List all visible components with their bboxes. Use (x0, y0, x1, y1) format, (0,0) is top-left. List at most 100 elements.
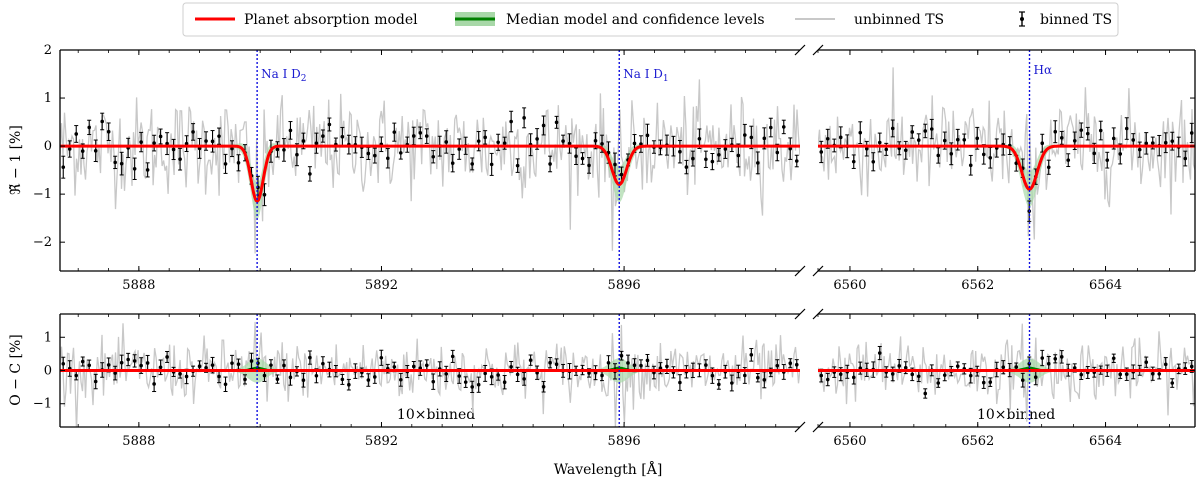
legend: Planet absorption model Median model and… (182, 2, 1119, 37)
bottom-right-binned-marker (988, 380, 993, 384)
top-left-binned-marker (781, 125, 786, 129)
top-y-axis-label: ℜ̃ − 1 [%] (8, 125, 24, 195)
bottom-left-binned-point (80, 356, 85, 367)
bottom-left-binned-marker (515, 372, 520, 377)
bottom-right-binned-marker (1170, 381, 1175, 385)
bottom-left-binned-point (463, 376, 468, 388)
top-right-binned-marker (949, 151, 954, 156)
bottom-left-binned-point (729, 374, 734, 392)
bottom-right-binned-marker (968, 373, 973, 378)
top-left-binned-point (275, 141, 280, 158)
top-right-binned-point (1053, 120, 1058, 144)
top-left-binned-point (223, 153, 228, 174)
bottom-left-ytick-label: 0 (44, 364, 52, 379)
bottom-left-binned-marker (502, 380, 507, 385)
top-left-binned-marker (373, 153, 377, 158)
top-right-binned-marker (1124, 126, 1129, 131)
bottom-left-binned-marker (548, 360, 552, 365)
bottom-left-binned-point (243, 374, 247, 385)
top-left-ytick-label: −1 (33, 187, 52, 202)
top-right-binned-marker (929, 127, 934, 131)
bottom-left-binned-marker (483, 371, 487, 376)
bottom-right-binned-marker (838, 372, 843, 377)
bottom-left-binned-marker (541, 384, 546, 389)
top-left-binned-point (281, 138, 286, 162)
h-alpha-line-label: Hα (1034, 63, 1053, 77)
top-left-binned-marker (567, 141, 572, 146)
top-left-binned-marker (476, 139, 481, 143)
top-left-binned-marker (775, 150, 780, 155)
top-left-binned-marker (119, 161, 124, 166)
top-left-binned-marker (600, 141, 604, 146)
bottom-left-binned-point (794, 359, 799, 371)
top-left-binned-marker (548, 162, 552, 166)
top-left-binned-marker (515, 163, 520, 168)
top-left-binned-marker (593, 138, 598, 143)
top-right-axes: 6560 6562 6564 (812, 44, 1196, 293)
bottom-left-binned-point (132, 354, 137, 368)
bottom-left-binned-marker (431, 379, 436, 384)
bottom-right-binned-point (988, 377, 993, 387)
top-right-binned-marker (1170, 139, 1175, 143)
top-left-binned-marker (411, 134, 416, 138)
bottom-left-binned-marker (398, 377, 403, 382)
top-right-binned-point (1189, 122, 1194, 144)
bottom-right-binned-marker (1189, 364, 1194, 369)
bottom-right-binned-marker (1020, 378, 1025, 382)
bottom-right-binned-marker (1124, 372, 1129, 377)
top-right-binned-point (838, 126, 843, 149)
top-left-binned-marker (697, 136, 702, 141)
top-right-binned-marker (884, 147, 889, 152)
top-left-binned-point (392, 122, 397, 142)
bottom-right-binned-marker (942, 373, 947, 377)
bottom-left-axes: 5888 5892 5896 −1 0 1 (33, 308, 806, 449)
top-right-binned-point (1124, 117, 1129, 140)
bottom-left-binned-marker (606, 361, 611, 365)
bottom-right-binned-marker (1144, 360, 1149, 365)
top-left-binned-marker (522, 116, 526, 120)
bottom-left-xtick-label: 5892 (365, 434, 398, 449)
bottom-right-binned-marker (877, 351, 882, 355)
bottom-left-binned-point (476, 376, 481, 393)
bottom-right-binned-point (1157, 368, 1162, 380)
bottom-left-binned-point (366, 373, 371, 387)
top-right-binned-marker (968, 163, 973, 168)
bottom-left-binned-point (645, 353, 650, 367)
bottom-right-binned-marker (1079, 372, 1084, 377)
top-left-binned-point (119, 151, 124, 176)
bottom-left-binned-marker (762, 378, 767, 382)
bottom-left-binned-marker (152, 382, 156, 386)
top-right-binned-point (1040, 133, 1045, 153)
bottom-left-binned-marker (710, 373, 715, 378)
bottom-left-binned-marker (444, 372, 449, 376)
top-right-binned-point (1059, 130, 1064, 145)
bottom-right-binned-marker (910, 372, 915, 377)
bottom-left-binned-point (444, 365, 449, 382)
bottom-left-binned-marker (619, 353, 624, 358)
top-left-binned-marker (223, 162, 228, 166)
top-left-binned-marker (139, 140, 143, 144)
top-left-binned-point (781, 119, 786, 135)
top-left-binned-marker (613, 162, 617, 167)
top-right-binned-point (910, 125, 915, 139)
bottom-left-binned-point (87, 359, 92, 371)
top-left-break-mark-1 (794, 265, 806, 277)
bottom-left-binned-marker (794, 362, 799, 367)
top-left-binned-marker (392, 130, 397, 134)
bottom-left-binned-marker (450, 354, 455, 359)
bottom-left-binned-marker (470, 385, 474, 389)
top-left-binned-point (768, 117, 773, 138)
top-left-binned-point (307, 166, 312, 182)
bottom-left-binned-marker (197, 364, 202, 369)
top-left-binned-point (288, 121, 293, 140)
top-left-binned-point (145, 162, 150, 178)
top-left-binned-marker (308, 172, 312, 176)
top-right-binned-marker (923, 129, 928, 133)
top-left-binned-point (398, 146, 403, 160)
top-left-binned-point (567, 133, 572, 154)
top-left-binned-marker (327, 122, 332, 127)
bottom-left-binned-marker (126, 357, 130, 362)
legend-label-binned: binned TS (1040, 12, 1112, 28)
top-left-binned-point (126, 137, 131, 159)
